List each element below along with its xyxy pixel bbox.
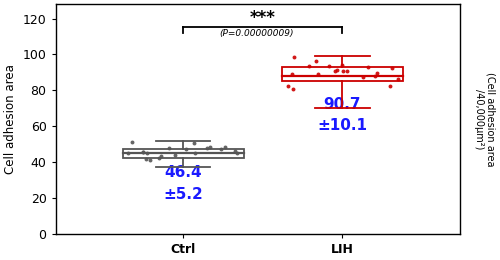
Point bbox=[206, 145, 214, 149]
Point bbox=[156, 154, 164, 158]
Point bbox=[190, 141, 198, 145]
Point bbox=[314, 72, 322, 76]
Point bbox=[374, 71, 382, 75]
Point bbox=[222, 145, 230, 149]
Point bbox=[128, 140, 136, 145]
Text: ±5.2: ±5.2 bbox=[163, 186, 203, 202]
Bar bbox=[282, 67, 403, 81]
Point bbox=[234, 151, 241, 155]
Text: 90.7: 90.7 bbox=[324, 97, 361, 112]
Point bbox=[146, 158, 154, 162]
Point bbox=[364, 65, 372, 69]
Point bbox=[312, 59, 320, 63]
Y-axis label: Cell adhesion area: Cell adhesion area bbox=[4, 64, 17, 174]
Point bbox=[288, 72, 296, 76]
Point bbox=[140, 150, 147, 154]
Point bbox=[359, 75, 367, 79]
Point bbox=[290, 55, 298, 59]
Point bbox=[218, 147, 226, 151]
Y-axis label: (Cell adhesion area
/40,000μm²): (Cell adhesion area /40,000μm²) bbox=[474, 72, 496, 166]
Point bbox=[338, 63, 346, 67]
Point bbox=[182, 147, 190, 151]
Point bbox=[124, 151, 132, 155]
Bar bbox=[122, 148, 244, 158]
Point bbox=[370, 74, 378, 78]
Point bbox=[142, 151, 150, 155]
Text: ±10.1: ±10.1 bbox=[318, 118, 368, 133]
Point bbox=[203, 146, 211, 150]
Point bbox=[191, 151, 199, 155]
Point bbox=[306, 63, 314, 68]
Text: ***: *** bbox=[250, 9, 276, 27]
Point bbox=[142, 157, 150, 161]
Point bbox=[171, 153, 179, 157]
Point bbox=[324, 64, 332, 68]
Point bbox=[140, 150, 147, 154]
Point bbox=[394, 77, 402, 81]
Text: 46.4: 46.4 bbox=[164, 165, 202, 180]
Point bbox=[284, 84, 292, 88]
Point bbox=[343, 69, 351, 73]
Point bbox=[332, 69, 340, 73]
Point bbox=[388, 66, 396, 70]
Point bbox=[155, 156, 163, 160]
Point bbox=[386, 83, 394, 88]
Point bbox=[231, 149, 239, 153]
Point bbox=[338, 69, 346, 73]
Point bbox=[289, 87, 297, 91]
Text: (P=0.00000009): (P=0.00000009) bbox=[219, 29, 294, 38]
Point bbox=[164, 146, 172, 150]
Point bbox=[333, 68, 341, 72]
